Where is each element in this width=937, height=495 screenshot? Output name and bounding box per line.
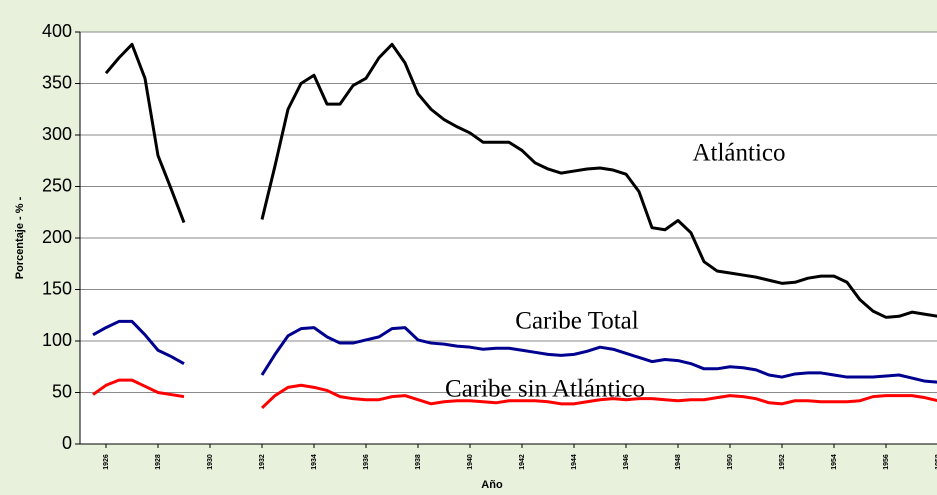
- x-tick-label: 1942: [519, 454, 526, 470]
- y-tick-label: 150: [42, 278, 72, 298]
- y-tick-label: 350: [42, 72, 72, 92]
- y-tick-label: 0: [62, 433, 72, 453]
- y-axis-label: Porcentaje - % -: [14, 196, 26, 279]
- x-tick-label: 1948: [675, 454, 682, 470]
- x-tick-label: 1958: [935, 454, 937, 470]
- series-label: Atlántico: [692, 140, 785, 167]
- series-line: [92, 378, 937, 410]
- series-label: Caribe sin Atlántico: [445, 376, 645, 403]
- y-tick-label: 100: [42, 330, 72, 350]
- x-tick-label: 1940: [467, 454, 474, 470]
- x-tick-label: 1956: [883, 454, 890, 470]
- x-axis-label: Año: [481, 479, 503, 491]
- x-tick-label: 1938: [415, 454, 422, 470]
- x-tick-label: 1944: [571, 454, 578, 470]
- y-tick-label: 300: [42, 124, 72, 144]
- x-tick-label: 1946: [623, 454, 630, 470]
- x-tick-label: 1928: [155, 454, 162, 470]
- x-tick-label: 1926: [103, 454, 110, 470]
- y-tick-label: 400: [42, 21, 72, 41]
- x-tick-label: 1950: [727, 454, 734, 470]
- y-tick-label: 200: [42, 227, 72, 247]
- x-tick-label: 1952: [779, 454, 786, 470]
- x-tick-label: 1934: [311, 454, 318, 470]
- x-tick-label: 1932: [259, 454, 266, 470]
- series-line: [92, 319, 937, 384]
- x-tick-label: 1936: [363, 454, 370, 470]
- series-label: Caribe Total: [515, 308, 639, 335]
- y-tick-label: 250: [42, 175, 72, 195]
- x-tick-label: 1954: [831, 454, 838, 470]
- series-line: [104, 42, 937, 319]
- y-tick-label: 50: [52, 381, 72, 401]
- x-tick-label: 1930: [207, 454, 214, 470]
